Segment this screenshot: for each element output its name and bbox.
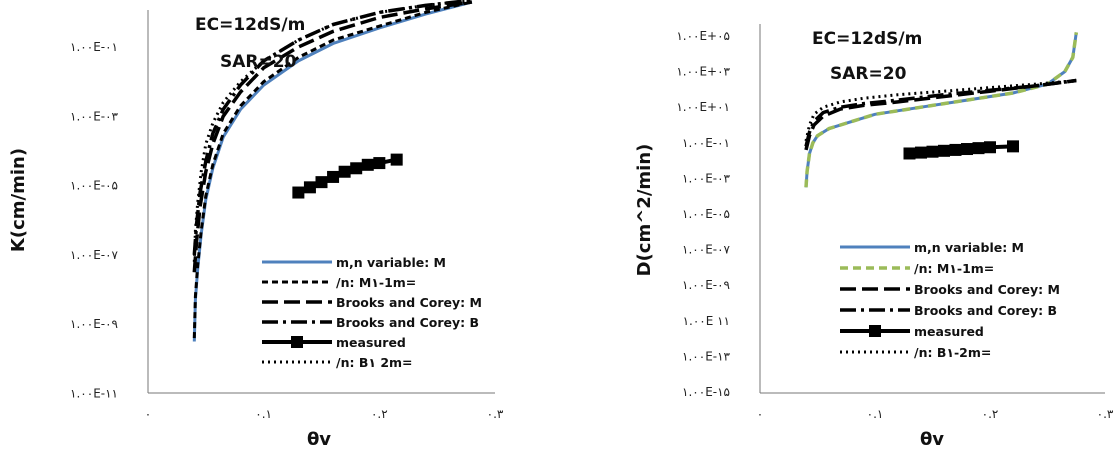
data-point xyxy=(361,158,374,171)
y-axis-title: D(cm^2/min) xyxy=(634,144,655,277)
annotation-ec: EC=12dS/m xyxy=(812,29,922,49)
data-point xyxy=(292,186,305,199)
y-tick-label: ۱.۰۰E-۰۷ xyxy=(70,248,119,262)
y-tick-label: ۱.۰۰E-۰۵ xyxy=(682,207,730,221)
x-tick-labels: ۰ ۰.۱ ۰.۲ ۰.۳ xyxy=(757,407,1114,421)
series-line-brooks-and-corey-m xyxy=(192,0,473,273)
legend-label: m,n variable: M xyxy=(914,240,1024,255)
y-tick-label: ۱.۰۰E-۱۵ xyxy=(682,385,730,399)
x-tick-label: ۰.۱ xyxy=(867,407,884,421)
x-tick-label: ۰.۲ xyxy=(982,407,999,421)
series-line-n-m-1m xyxy=(804,32,1079,188)
chart-k: ۱.۰۰E-۱۱ ۱.۰۰E-۰۹ ۱.۰۰E-۰۷ ۱.۰۰E-۰۵ ۱.۰۰E-۰۳… xyxy=(8,0,504,450)
x-tick-label: ۰ xyxy=(757,407,763,421)
y-tick-label: ۱.۰۰E ۱۱ xyxy=(683,314,730,328)
data-point xyxy=(972,142,985,155)
y-tick-label: ۱.۰۰E+۰۳ xyxy=(676,65,730,79)
y-tick-labels: ۱.۰۰E-۱۱ ۱.۰۰E-۰۹ ۱.۰۰E-۰۷ ۱.۰۰E-۰۵ ۱.۰۰E-۰۳… xyxy=(70,40,119,401)
data-point xyxy=(373,157,386,170)
data-point xyxy=(350,162,363,175)
data-point xyxy=(961,143,973,156)
annotation-sar: SAR=20 xyxy=(830,64,907,84)
x-axis-title: θv xyxy=(920,429,944,450)
legend-label: Brooks and Corey: B xyxy=(914,303,1057,318)
legend-label: Brooks and Corey: B xyxy=(336,315,479,330)
series-line-m-n-variable-m xyxy=(804,32,1078,188)
data-point xyxy=(938,144,950,157)
data-point xyxy=(915,146,927,159)
y-tick-label: ۱.۰۰E-۰۹ xyxy=(70,317,118,331)
data-point xyxy=(903,147,916,160)
series-line-brooks-and-corey-m xyxy=(804,78,1077,151)
y-tick-label: ۱.۰۰E+۰۵ xyxy=(676,29,730,43)
series-line-n-b-2m xyxy=(804,79,1077,142)
data-point xyxy=(303,181,316,194)
series-group xyxy=(804,32,1079,188)
y-tick-labels: ۱.۰۰E-۱۵ ۱.۰۰E-۱۳ ۱.۰۰E ۱۱ ۱.۰۰E-۰۹ ۱.۰۰E-۰۷… xyxy=(676,29,730,399)
y-tick-label: ۱.۰۰E+۰۱ xyxy=(676,100,730,114)
legend: m,n variable: M/n: M۱-1m= Brooks and Core… xyxy=(262,255,482,370)
y-tick-label: ۱.۰۰E-۱۱ xyxy=(70,387,118,401)
data-point xyxy=(315,176,328,189)
series-line-brooks-and-corey-b xyxy=(804,78,1077,147)
legend-marker xyxy=(869,325,881,337)
y-tick-label: ۱.۰۰E-۰۵ xyxy=(70,179,118,193)
series-line-brooks-and-corey-b xyxy=(192,0,473,256)
data-point xyxy=(338,165,351,178)
data-point xyxy=(949,143,962,156)
legend-label: m,n variable: M xyxy=(336,255,446,270)
x-tick-label: ۰.۱ xyxy=(255,407,272,421)
data-point xyxy=(926,145,939,158)
y-tick-label: ۱.۰۰E-۰۱ xyxy=(70,40,118,54)
y-tick-label: ۱.۰۰E-۱۳ xyxy=(682,349,731,363)
chart-d: ۱.۰۰E-۱۵ ۱.۰۰E-۱۳ ۱.۰۰E ۱۱ ۱.۰۰E-۰۹ ۱.۰۰E-۰۷… xyxy=(634,24,1114,450)
legend: m,n variable: M/n: M۱-1m= Brooks and Core… xyxy=(840,240,1060,360)
y-tick-label: ۱.۰۰E-۰۳ xyxy=(682,171,731,185)
data-point xyxy=(390,153,403,166)
data-point xyxy=(1007,140,1019,153)
x-tick-labels: ۰ ۰.۱ ۰.۲ ۰.۳ xyxy=(145,407,504,421)
series-line-n-m-1m xyxy=(192,0,473,339)
legend-label: /n: M۱-1m= xyxy=(914,261,994,276)
legend-label: measured xyxy=(914,324,984,339)
annotation-sar: SAR=20 xyxy=(220,52,297,72)
x-axis-title: θv xyxy=(307,429,331,450)
y-tick-label: ۱.۰۰E-۰۳ xyxy=(70,109,119,123)
x-tick-label: ۰.۳ xyxy=(487,407,504,421)
series-group xyxy=(192,0,473,342)
data-point xyxy=(327,170,340,183)
x-tick-label: ۰ xyxy=(145,407,151,421)
legend-label: /n: B۱-2m= xyxy=(914,345,991,360)
x-tick-label: ۰.۲ xyxy=(371,407,388,421)
y-tick-label: ۱.۰۰E-۰۹ xyxy=(682,278,730,292)
annotation-ec: EC=12dS/m xyxy=(195,15,305,35)
y-tick-label: ۱.۰۰E-۰۱ xyxy=(682,136,730,150)
y-axis-title: K(cm/min) xyxy=(8,148,29,252)
legend-label: Brooks and Corey: M xyxy=(336,295,482,310)
legend-label: measured xyxy=(336,335,406,350)
legend-marker xyxy=(291,336,303,348)
data-point xyxy=(984,141,996,154)
legend-label: /n: M۱-1m= xyxy=(336,275,416,290)
legend-label: Brooks and Corey: M xyxy=(914,282,1060,297)
legend-label: /n: B۱ 2m= xyxy=(336,355,413,370)
y-tick-label: ۱.۰۰E-۰۷ xyxy=(682,243,731,257)
x-tick-label: ۰.۳ xyxy=(1097,407,1114,421)
